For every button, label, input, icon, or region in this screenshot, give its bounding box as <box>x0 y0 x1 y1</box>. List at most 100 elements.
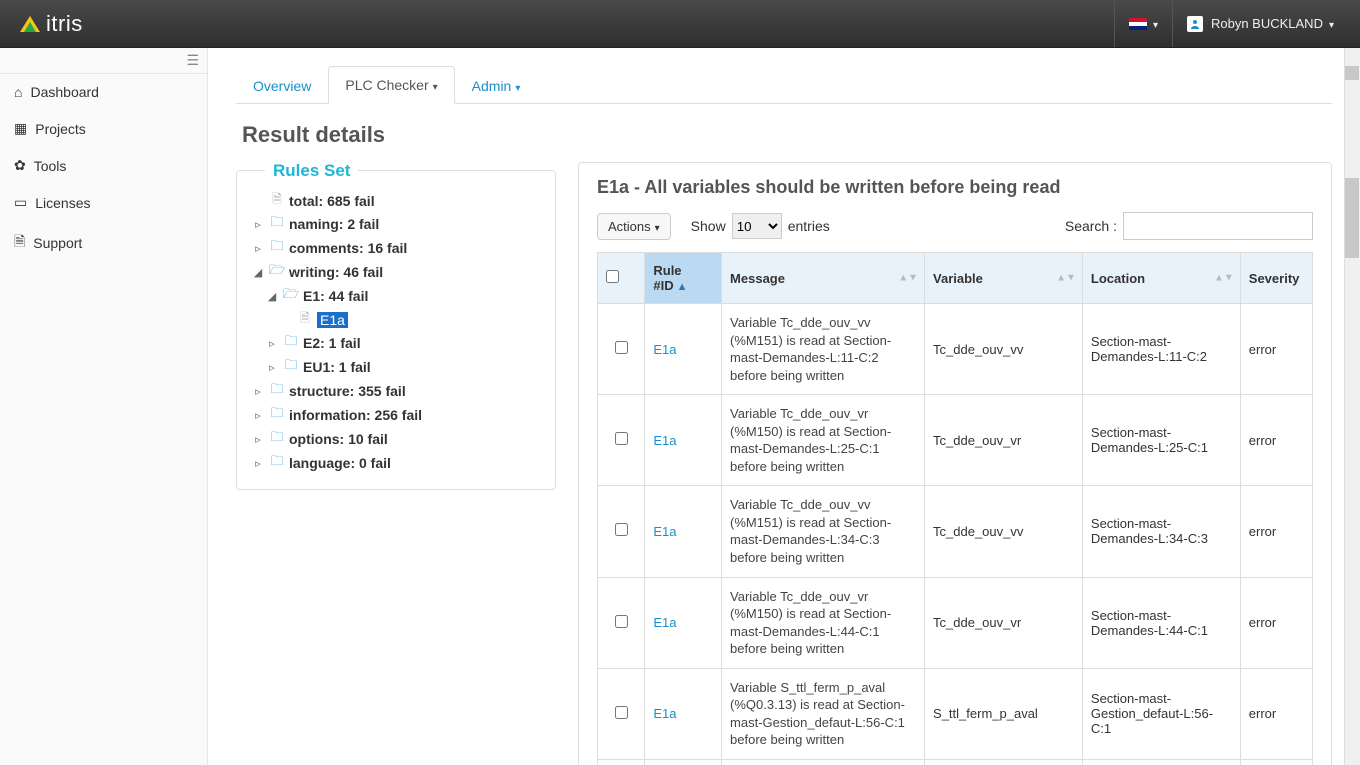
expand-icon[interactable]: ▹ <box>251 457 265 470</box>
folder-open-icon: 🗁 <box>283 285 299 307</box>
row-checkbox[interactable] <box>615 706 628 719</box>
tree-item-options[interactable]: ▹🗀options: 10 fail <box>251 427 541 451</box>
rule-link[interactable]: E1a <box>645 395 722 486</box>
table-row: E1aVariable Tc_dde_ouv_vv (%M151) is rea… <box>598 304 1313 395</box>
expand-icon[interactable]: ▹ <box>251 218 265 231</box>
book-icon: ▭ <box>14 194 27 211</box>
rule-link[interactable]: E1a <box>645 759 722 765</box>
brand-logo[interactable]: itris <box>12 0 89 47</box>
cell-variable: Tc_dde_ouv_vv <box>925 304 1083 395</box>
row-checkbox[interactable] <box>615 615 628 628</box>
row-checkbox[interactable] <box>615 432 628 445</box>
col-select-all <box>598 253 645 304</box>
doc-icon: 🗎 <box>14 231 25 255</box>
sidebar-item-tools[interactable]: ✿ Tools <box>0 147 207 184</box>
sidebar-item-support[interactable]: 🗎 Support <box>0 221 207 265</box>
row-checkbox[interactable] <box>615 523 628 536</box>
col-location[interactable]: Location▲▼ <box>1082 253 1240 304</box>
sidebar-item-licenses[interactable]: ▭ Licenses <box>0 184 207 221</box>
cell-variable: Tc_dde_ouv_vr <box>925 577 1083 668</box>
cell-location: Section-mast-Demandes-L:25-C:1 <box>1082 395 1240 486</box>
cell-severity: error <box>1240 395 1312 486</box>
select-all-checkbox[interactable] <box>606 270 619 283</box>
scroll-up-icon[interactable] <box>1345 66 1359 80</box>
user-menu[interactable]: Robyn BUCKLAND <box>1172 0 1348 47</box>
expand-icon[interactable]: ▹ <box>251 433 265 446</box>
sidebar-collapse-button[interactable]: ☰ <box>0 48 207 74</box>
tree-item-total[interactable]: 🗎total: 685 fail <box>251 189 541 212</box>
expand-icon[interactable]: ▹ <box>265 361 279 374</box>
expand-icon[interactable]: ▹ <box>265 337 279 350</box>
expand-icon[interactable]: ▹ <box>251 385 265 398</box>
tree-item-language[interactable]: ▹🗀language: 0 fail <box>251 451 541 475</box>
rules-legend: Rules Set <box>265 161 358 181</box>
cell-message: Variable Tc_dde_ouv_vr (%M150) is read a… <box>722 395 925 486</box>
tree-item-naming[interactable]: ▹🗀naming: 2 fail <box>251 212 541 236</box>
row-checkbox[interactable] <box>615 341 628 354</box>
col-message[interactable]: Message▲▼ <box>722 253 925 304</box>
home-icon: ⌂ <box>14 84 22 100</box>
sidebar-item-dashboard[interactable]: ⌂ Dashboard <box>0 74 207 110</box>
cell-message: Variable Tc_dde_ouv_vr (%M150) is read a… <box>722 577 925 668</box>
cell-variable: S_ttl_ferm_p_aval <box>925 668 1083 759</box>
logo-icon <box>18 12 42 36</box>
search-input[interactable] <box>1123 212 1313 240</box>
folder-icon: 🗀 <box>283 332 299 354</box>
col-variable[interactable]: Variable▲▼ <box>925 253 1083 304</box>
collapse-icon[interactable]: ◢ <box>251 266 265 279</box>
cell-message: Variable Tc_dde_ouv_vv (%M151) is read a… <box>722 486 925 577</box>
tab-plc-checker[interactable]: PLC Checker <box>328 66 454 104</box>
user-icon <box>1187 16 1203 32</box>
tab-admin[interactable]: Admin <box>455 67 538 104</box>
cell-severity: error <box>1240 304 1312 395</box>
sidebar-item-label: Tools <box>34 158 67 174</box>
user-name: Robyn BUCKLAND <box>1211 16 1323 31</box>
cell-variable: Tc_dde_ouv_vr <box>925 395 1083 486</box>
sidebar-item-projects[interactable]: ▦ Projects <box>0 110 207 147</box>
folder-icon: 🗀 <box>269 404 285 426</box>
page-size-select[interactable]: 10 <box>732 213 782 239</box>
folder-icon: 🗀 <box>269 380 285 402</box>
results-table: Rule #ID▲ Message▲▼ Variable▲▼ Location▲… <box>597 252 1313 765</box>
tree-item-e2[interactable]: ▹🗀E2: 1 fail <box>251 331 541 355</box>
subtabs: Overview PLC Checker Admin <box>236 66 1332 104</box>
tree-item-information[interactable]: ▹🗀information: 256 fail <box>251 403 541 427</box>
rules-tree: 🗎total: 685 fail ▹🗀naming: 2 fail ▹🗀comm… <box>251 189 541 475</box>
tree-item-e1a[interactable]: 🗎E1a <box>251 308 541 331</box>
sort-asc-icon: ▲ <box>677 281 688 293</box>
rule-link[interactable]: E1a <box>645 304 722 395</box>
cell-severity: error <box>1240 577 1312 668</box>
cell-severity: error <box>1240 668 1312 759</box>
rule-link[interactable]: E1a <box>645 577 722 668</box>
cell-variable: Tc_dde_ouv_vv <box>925 486 1083 577</box>
tree-item-writing[interactable]: ◢🗁writing: 46 fail <box>251 260 541 284</box>
cell-location: Section-mast-Gestion_defaut-L:56-C:1 <box>1082 668 1240 759</box>
results-title: E1a - All variables should be written be… <box>597 177 1313 198</box>
doc-icon: 🗎 <box>297 309 313 330</box>
table-row: E1aVariable Tc_dde_ouv_vv (%M151) is rea… <box>598 486 1313 577</box>
col-rule[interactable]: Rule #ID▲ <box>645 253 722 304</box>
tree-item-eu1[interactable]: ▹🗀EU1: 1 fail <box>251 355 541 379</box>
tree-item-comments[interactable]: ▹🗀comments: 16 fail <box>251 236 541 260</box>
cell-location: Section-mast-Demandes-L:44-C:1 <box>1082 577 1240 668</box>
tree-item-structure[interactable]: ▹🗀structure: 355 fail <box>251 379 541 403</box>
rule-link[interactable]: E1a <box>645 486 722 577</box>
scrollbar[interactable] <box>1344 48 1360 765</box>
actions-button[interactable]: Actions <box>597 213 671 240</box>
search-control: Search : <box>1065 212 1313 240</box>
rule-link[interactable]: E1a <box>645 668 722 759</box>
tree-item-e1[interactable]: ◢🗁E1: 44 fail <box>251 284 541 308</box>
tab-label: Overview <box>253 78 311 94</box>
expand-icon[interactable]: ▹ <box>251 242 265 255</box>
language-selector[interactable] <box>1114 0 1172 47</box>
expand-icon[interactable]: ▹ <box>251 409 265 422</box>
cell-severity: error <box>1240 759 1312 765</box>
sort-icon: ▲▼ <box>898 275 918 282</box>
col-severity[interactable]: Severity <box>1240 253 1312 304</box>
scroll-thumb[interactable] <box>1345 178 1359 258</box>
collapse-icon[interactable]: ◢ <box>265 290 279 303</box>
table-row: E1aVariable S_ttl_ferm_p_aval (%Q0.3.13)… <box>598 668 1313 759</box>
chevron-down-icon <box>515 78 520 94</box>
tab-overview[interactable]: Overview <box>236 67 328 104</box>
main-content: Overview PLC Checker Admin Result detail… <box>208 48 1360 765</box>
